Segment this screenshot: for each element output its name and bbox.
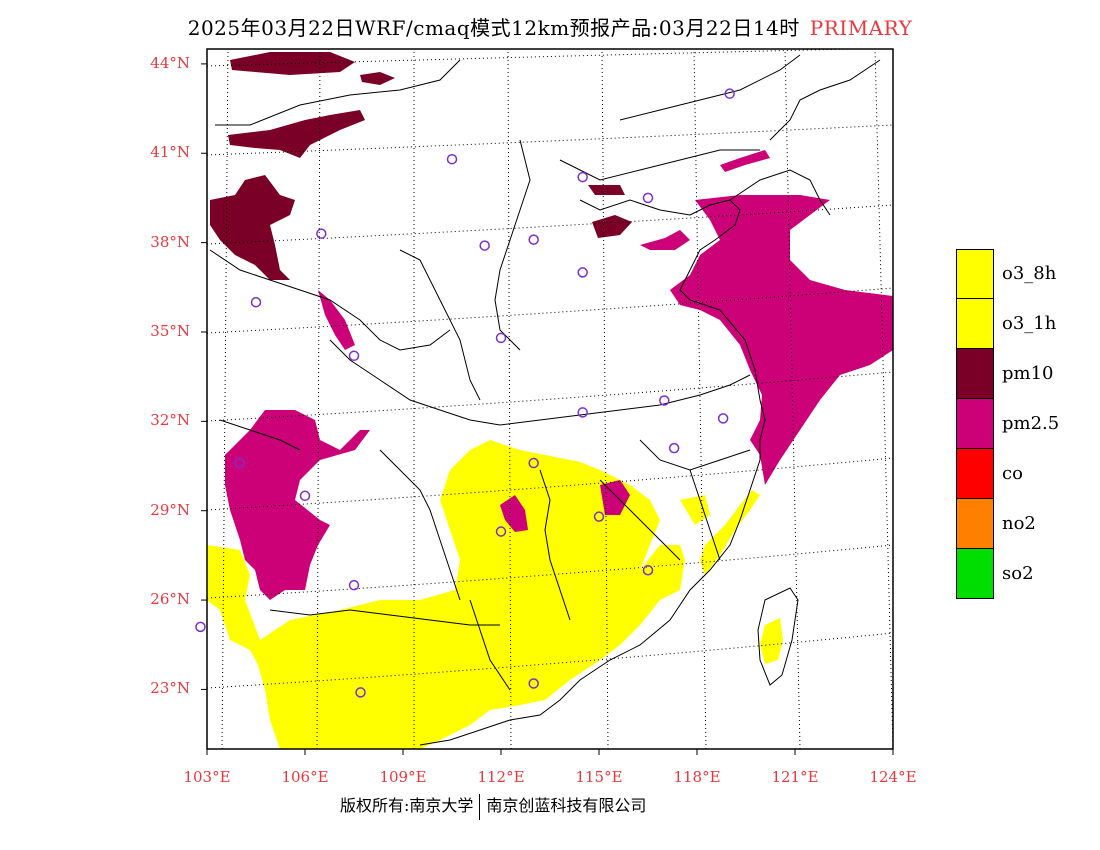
primary-tag: PRIMARY (809, 16, 913, 40)
pm25-region-shaanxi (318, 290, 355, 350)
lon-label: 115°E (575, 768, 623, 786)
station-marker (717, 413, 729, 424)
station-marker (316, 228, 327, 239)
lat-label: 35°N (150, 321, 190, 340)
station-marker (495, 332, 507, 344)
station-marker (593, 511, 605, 522)
station-marker (355, 687, 366, 698)
title-text: 2025年03月22日WRF/cmaq模式12km预报产品:03月22日14时 (187, 16, 800, 40)
pm10-region-mongolia-mid (228, 110, 365, 158)
legend-label: so2 (1002, 563, 1034, 584)
station-markers (195, 88, 735, 698)
station-marker (528, 457, 539, 469)
station-marker (528, 234, 539, 245)
pm10-region-gansu (210, 175, 295, 280)
legend-swatch (956, 549, 994, 599)
copyright-left: 版权所有:南京大学 (340, 796, 474, 815)
o3-region-south (207, 440, 685, 749)
pm25-region-east (670, 195, 893, 485)
station-marker (495, 526, 507, 537)
pm25-region-hunan (500, 495, 528, 532)
lat-label: 29°N (150, 500, 190, 519)
station-marker (195, 621, 206, 633)
pm25-region-jiangxi (600, 480, 630, 515)
legend-label: o3_1h (1002, 313, 1057, 334)
lon-label: 106°E (281, 768, 329, 786)
legend-label: pm10 (1002, 363, 1054, 384)
legend-swatch (956, 499, 994, 549)
legend-item-pm10: pm10 (956, 349, 1100, 399)
legend-item-pm25: pm2.5 (956, 399, 1100, 449)
legend-label: o3_8h (1002, 263, 1057, 284)
pm10-region-ningxia (360, 72, 395, 85)
station-marker (659, 395, 670, 406)
lat-label: 44°N (150, 53, 190, 72)
legend-swatch (956, 349, 994, 399)
station-marker (299, 490, 311, 502)
lon-label: 109°E (379, 768, 427, 786)
station-marker (577, 407, 588, 418)
copyright-footer: 版权所有:南京大学 南京创蓝科技有限公司 (340, 792, 646, 820)
pm25-region-liaoning (720, 150, 770, 172)
station-marker (577, 267, 588, 278)
legend-item-so2: so2 (956, 549, 1100, 599)
lat-label: 41°N (150, 143, 190, 162)
station-marker (642, 192, 654, 204)
pm25-region-sichuan (225, 410, 370, 600)
lat-label: 26°N (150, 590, 190, 609)
station-marker (724, 88, 735, 99)
legend-swatch (956, 249, 994, 299)
lon-label: 124°E (869, 768, 917, 786)
legend-label: pm2.5 (1002, 413, 1060, 434)
lon-label: 112°E (477, 768, 525, 786)
footer-separator (479, 793, 481, 820)
station-marker (234, 457, 245, 469)
grid-lines (207, 49, 893, 749)
copyright-right: 南京创蓝科技有限公司 (486, 796, 647, 815)
station-marker (446, 153, 458, 165)
map-frame (206, 48, 894, 750)
o3-region-jiangnan (680, 495, 710, 525)
axis-ticks (201, 63, 894, 755)
pm25-region-bohai (640, 230, 690, 250)
station-marker (642, 565, 654, 576)
lat-label: 32°N (150, 411, 190, 430)
o3-region-southeast (700, 490, 760, 575)
legend-item-no2: no2 (956, 499, 1100, 549)
boundary-lines (209, 54, 881, 746)
station-marker (528, 678, 539, 689)
pm10-region-beijing (588, 185, 625, 195)
map-title: 2025年03月22日WRF/cmaq模式12km预报产品:03月22日14时 P… (0, 12, 1100, 41)
station-marker (348, 350, 360, 362)
lon-label: 103°E (183, 768, 231, 786)
station-marker (577, 171, 588, 183)
legend: o3_8h o3_1h pm10 pm2.5 co no2 so2 (956, 249, 1100, 599)
lat-label: 23°N (150, 679, 190, 698)
legend-item-o38h: o3_8h (956, 249, 1100, 299)
pm10-region-mongolia-north (230, 52, 355, 75)
pm10-region-tianjin (592, 215, 632, 238)
legend-swatch (956, 449, 994, 499)
legend-label: no2 (1002, 513, 1036, 534)
legend-label: co (1002, 463, 1023, 484)
legend-item-co: co (956, 449, 1100, 499)
legend-swatch (956, 299, 994, 349)
o3-region-taiwan (760, 618, 783, 664)
lon-label: 121°E (771, 768, 819, 786)
lat-label: 38°N (150, 232, 190, 251)
legend-item-o31h: o3_1h (956, 299, 1100, 349)
station-marker (479, 240, 490, 251)
station-marker (250, 296, 262, 308)
legend-swatch (956, 399, 994, 449)
station-marker (668, 442, 680, 454)
station-marker (348, 579, 360, 591)
lon-label: 118°E (673, 768, 721, 786)
